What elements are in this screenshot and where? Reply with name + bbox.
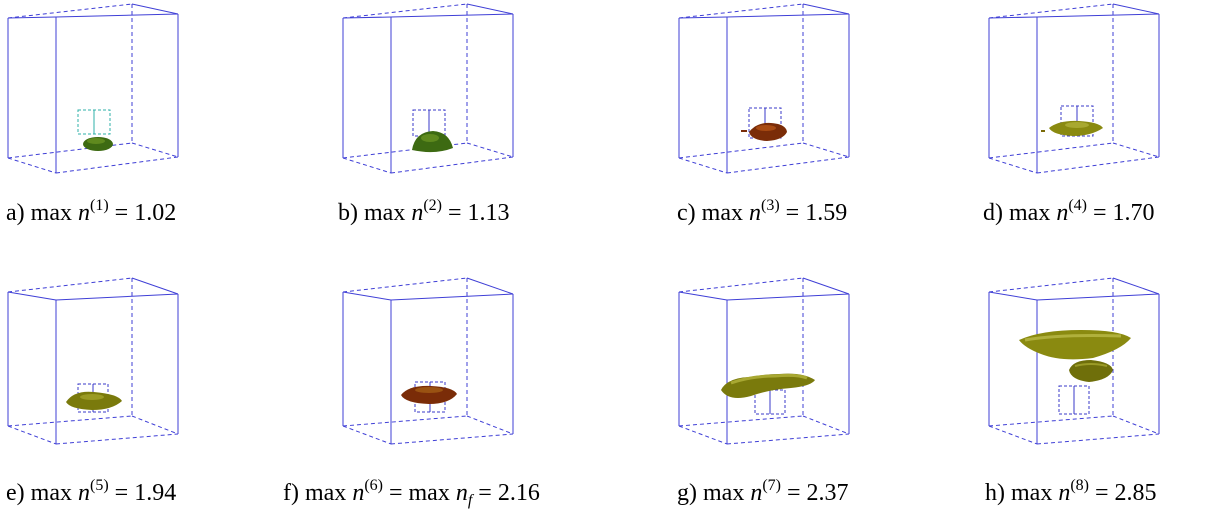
equals: = bbox=[785, 200, 800, 226]
panel-letter: b) bbox=[338, 200, 358, 226]
panel-caption: e) max n(5) = 1.94 bbox=[6, 478, 177, 506]
panel-letter: c) bbox=[677, 200, 696, 226]
subscript-f: f bbox=[467, 492, 473, 509]
panel-d: d) max n(4) = 1.70 bbox=[981, 0, 1210, 250]
panel-letter: d) bbox=[983, 200, 1003, 226]
max-operator: max bbox=[364, 200, 406, 226]
panel-caption: b) max n(2) = 1.13 bbox=[338, 198, 510, 226]
max-operator: max bbox=[1009, 200, 1051, 226]
max-operator: max bbox=[30, 480, 72, 506]
equals: = bbox=[114, 480, 129, 506]
equals: = bbox=[1094, 480, 1109, 506]
superscript: (5) bbox=[89, 477, 109, 494]
value: 1.59 bbox=[805, 200, 848, 226]
superscript: (3) bbox=[760, 197, 780, 214]
panel-letter: f) bbox=[283, 480, 299, 506]
panel-caption: d) max n(4) = 1.70 bbox=[983, 198, 1155, 226]
panel-letter: a) bbox=[6, 200, 25, 226]
panel-letter: g) bbox=[677, 480, 697, 506]
max-operator: max bbox=[703, 480, 745, 506]
panel-f: f) max n(6) = max nf = 2.16 bbox=[283, 270, 665, 509]
panel-letter: e) bbox=[6, 480, 25, 506]
panel-h: h) max n(8) = 2.85 bbox=[981, 270, 1210, 508]
max-operator: max bbox=[304, 480, 347, 506]
value: 2.85 bbox=[1114, 480, 1157, 506]
panel-a: a) max n(1) = 1.02 bbox=[0, 0, 300, 250]
bounding-box-figure bbox=[7, 3, 179, 174]
max-operator: max bbox=[30, 200, 72, 226]
bounding-box-figure bbox=[342, 3, 514, 174]
panel-caption: h) max n(8) = 2.85 bbox=[985, 478, 1157, 506]
variable-final: n bbox=[455, 480, 468, 506]
value: 2.37 bbox=[806, 480, 849, 506]
max-operator-final: max bbox=[408, 480, 450, 506]
max-operator: max bbox=[1011, 480, 1053, 506]
max-operator: max bbox=[701, 200, 743, 226]
equals: = bbox=[1092, 200, 1107, 226]
value: 1.70 bbox=[1112, 200, 1155, 226]
panel-b: b) max n(2) = 1.13 bbox=[335, 0, 635, 250]
variable: n bbox=[77, 200, 90, 226]
bounding-box-figure bbox=[988, 3, 1160, 174]
panel-g: g) max n(7) = 2.37 bbox=[671, 270, 971, 508]
variable: n bbox=[748, 200, 761, 226]
superscript: (6) bbox=[364, 477, 383, 494]
equals-second: = bbox=[478, 480, 492, 506]
variable: n bbox=[1058, 480, 1071, 506]
superscript: (8) bbox=[1070, 477, 1089, 494]
value: 1.02 bbox=[134, 200, 177, 226]
bounding-box-figure bbox=[342, 277, 514, 445]
superscript: (2) bbox=[423, 197, 442, 214]
panel-e: e) max n(5) = 1.94 bbox=[0, 270, 300, 508]
superscript: (4) bbox=[1068, 197, 1087, 214]
panel-caption: a) max n(1) = 1.02 bbox=[6, 198, 177, 226]
value: 2.16 bbox=[497, 480, 540, 506]
superscript: (1) bbox=[89, 197, 109, 214]
panel-c: c) max n(3) = 1.59 bbox=[671, 0, 971, 250]
variable: n bbox=[1056, 200, 1069, 226]
value: 1.94 bbox=[134, 480, 177, 506]
equals: = bbox=[447, 200, 462, 226]
equals: = bbox=[786, 480, 801, 506]
equals: = bbox=[114, 200, 129, 226]
panel-caption: g) max n(7) = 2.37 bbox=[677, 478, 849, 506]
bounding-box-figure bbox=[678, 277, 850, 445]
variable: n bbox=[352, 480, 365, 506]
panel-caption: c) max n(3) = 1.59 bbox=[677, 198, 848, 226]
variable: n bbox=[750, 480, 763, 506]
panel-letter: h) bbox=[985, 480, 1005, 506]
variable: n bbox=[411, 200, 424, 226]
bounding-box-figure bbox=[7, 277, 179, 445]
panel-caption: f) max n(6) = max nf = 2.16 bbox=[283, 478, 540, 509]
bounding-box-figure bbox=[988, 277, 1160, 445]
variable: n bbox=[77, 480, 90, 506]
value: 1.13 bbox=[467, 200, 510, 226]
bounding-box-figure bbox=[678, 3, 850, 174]
superscript: (7) bbox=[762, 477, 781, 494]
equals: = bbox=[388, 480, 403, 506]
